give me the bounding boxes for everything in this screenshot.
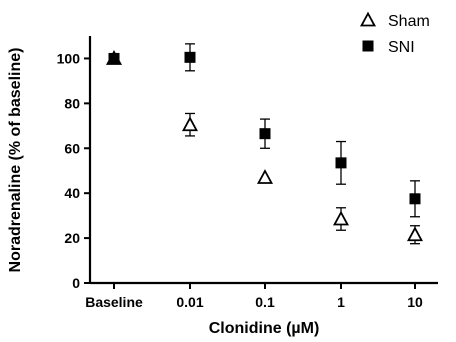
y-axis-title: Noradrenaline (% of baseline) bbox=[7, 48, 24, 273]
legend-label-sni: SNI bbox=[388, 39, 415, 56]
y-tick-label-100: 100 bbox=[57, 50, 81, 66]
x-axis-title: Clonidine (µM) bbox=[209, 320, 320, 337]
sni-point-1 bbox=[184, 51, 196, 63]
y-tick-label-80: 80 bbox=[64, 95, 80, 111]
x-tick-label-0: Baseline bbox=[85, 294, 143, 310]
x-tick-label-1: 0.01 bbox=[176, 294, 203, 310]
legend-label-sham: Sham bbox=[388, 13, 430, 30]
sham-point-1 bbox=[181, 116, 199, 132]
y-tick-label-60: 60 bbox=[64, 140, 80, 156]
legend-marker-sni bbox=[362, 40, 374, 52]
x-tick-label-4: 10 bbox=[407, 294, 423, 310]
sni-point-3 bbox=[335, 157, 347, 169]
x-tick-label-2: 0.1 bbox=[255, 294, 275, 310]
legend-marker-sham bbox=[359, 11, 377, 27]
sni-point-2 bbox=[259, 128, 271, 140]
y-tick-label-20: 20 bbox=[64, 230, 80, 246]
legend: Sham SNI bbox=[359, 11, 430, 56]
x-tick-label-3: 1 bbox=[337, 294, 345, 310]
sham-point-3 bbox=[332, 210, 350, 226]
sni-point-4 bbox=[409, 193, 421, 205]
y-tick-label-0: 0 bbox=[72, 275, 80, 291]
sham-point-4 bbox=[406, 226, 424, 242]
error-bars bbox=[185, 43, 420, 245]
plot-area: 0 20 40 60 80 100 Baseline 0.01 0.1 1 10 bbox=[57, 36, 438, 310]
data-markers bbox=[105, 50, 424, 242]
sni-point-0 bbox=[108, 52, 120, 64]
y-axis-ticks: 0 20 40 60 80 100 bbox=[57, 50, 90, 291]
sham-point-2 bbox=[256, 169, 274, 184]
y-tick-label-40: 40 bbox=[64, 185, 80, 201]
x-axis-ticks: Baseline 0.01 0.1 1 10 bbox=[85, 283, 423, 310]
